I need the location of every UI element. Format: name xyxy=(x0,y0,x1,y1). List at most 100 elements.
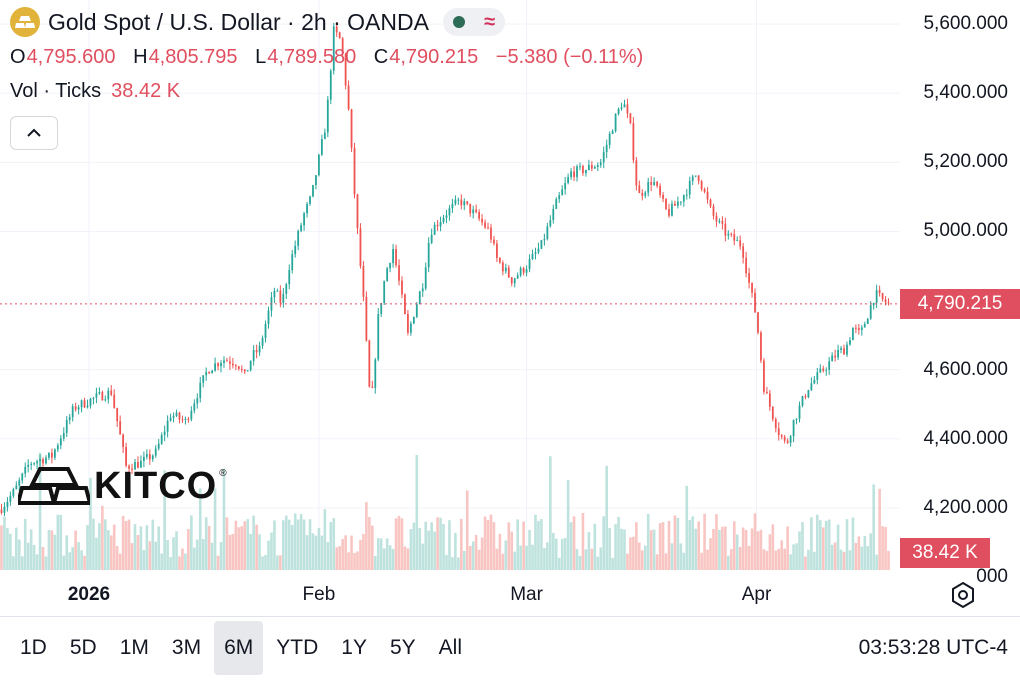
candle-body xyxy=(617,108,620,114)
volume-bar xyxy=(0,525,3,570)
range-button-ytd[interactable]: YTD xyxy=(276,636,319,659)
candle-body xyxy=(641,193,644,196)
range-button-all[interactable]: All xyxy=(438,636,462,659)
volume-bar xyxy=(118,553,122,570)
volume-bar xyxy=(234,520,238,570)
y-tick-label: 5,000.000 xyxy=(923,220,1008,242)
volume-bar xyxy=(415,455,419,570)
candle-body xyxy=(386,268,389,282)
candle-body xyxy=(12,489,15,496)
volume-bar xyxy=(780,540,784,570)
volume-bar xyxy=(673,515,677,570)
range-button-5y[interactable]: 5Y xyxy=(389,636,416,659)
candle-body xyxy=(656,181,659,186)
volume-bar xyxy=(391,548,395,570)
candle-body xyxy=(320,139,323,155)
volume-bar xyxy=(394,518,398,570)
volume-bar xyxy=(204,517,208,570)
volume-bar xyxy=(632,536,635,570)
candle-body xyxy=(546,226,549,239)
candle-body xyxy=(676,201,679,206)
volume-bar xyxy=(827,519,831,570)
volume-bar xyxy=(225,517,229,570)
volume-bar xyxy=(824,520,828,570)
candle-body xyxy=(33,463,36,465)
candle-body xyxy=(718,220,721,222)
time-range-bar: 1D 5D 1M 3M 6M YTD 1Y 5Y All xyxy=(10,620,475,676)
low-value: 4,789.580 xyxy=(267,46,357,68)
candle-body xyxy=(211,370,214,374)
volume-bar xyxy=(136,535,140,570)
candle-body xyxy=(478,212,481,219)
volume-bar xyxy=(489,514,493,570)
range-button-3m[interactable]: 3M xyxy=(171,636,202,659)
clock-readout[interactable]: 03:53:28 UTC-4 xyxy=(858,636,1008,659)
volume-bar xyxy=(525,545,528,570)
volume-bar xyxy=(38,452,42,570)
candle-body xyxy=(202,375,205,383)
range-button-1y[interactable]: 1Y xyxy=(341,636,367,659)
range-button-1d[interactable]: 1D xyxy=(20,636,47,659)
candle-body xyxy=(857,328,860,331)
close-label: C xyxy=(373,46,389,68)
volume-bar xyxy=(270,532,273,570)
range-button-1m[interactable]: 1M xyxy=(119,636,149,659)
symbol-title[interactable]: Gold Spot / U.S. Dollar · 2h · OANDA xyxy=(48,8,429,35)
candle-body xyxy=(825,369,828,371)
candle-body xyxy=(860,327,863,331)
volume-bar xyxy=(554,538,558,570)
volume-bar xyxy=(371,525,374,570)
registered-mark: ® xyxy=(219,468,227,479)
candle-body xyxy=(220,362,222,367)
volume-bar xyxy=(130,543,134,570)
volume-bar xyxy=(273,520,276,570)
candle-body xyxy=(522,268,525,273)
volume-bar xyxy=(326,542,330,570)
candle-body xyxy=(249,360,252,371)
candle-body xyxy=(240,368,243,370)
candle-body xyxy=(65,419,68,433)
candle-body xyxy=(30,463,33,465)
volume-bar xyxy=(807,549,810,570)
volume-bar xyxy=(20,556,24,570)
range-button-5d[interactable]: 5D xyxy=(69,636,97,659)
volume-bar xyxy=(421,543,425,570)
candle-body xyxy=(688,180,691,195)
candle-body xyxy=(881,293,884,300)
candle-body xyxy=(433,224,436,235)
candle-body xyxy=(246,370,249,372)
volume-bar xyxy=(546,542,549,570)
candle-body xyxy=(739,240,742,247)
y-tick-label: 4,400.000 xyxy=(923,427,1008,449)
candle-body xyxy=(763,360,765,392)
range-button-6m[interactable]: 6M xyxy=(214,621,264,675)
volume-bar xyxy=(629,537,632,570)
volume-bar xyxy=(786,526,789,570)
candle-body xyxy=(309,196,311,204)
volume-bar xyxy=(77,542,80,570)
volume-bar xyxy=(818,520,822,570)
candle-body xyxy=(214,363,216,371)
volume-bar xyxy=(195,539,199,570)
volume-bar xyxy=(747,545,751,570)
candle-body xyxy=(154,448,157,456)
volume-bar xyxy=(658,523,662,570)
chart-settings-icon[interactable] xyxy=(948,580,978,610)
volume-bar xyxy=(551,532,555,570)
candle-body xyxy=(140,460,142,468)
candle-body xyxy=(774,419,777,429)
volume-bar xyxy=(166,539,169,570)
candle-body xyxy=(611,131,614,134)
collapse-legend-button[interactable] xyxy=(10,116,58,150)
candle-body xyxy=(300,225,303,232)
volume-bar xyxy=(12,556,15,570)
volume-bar xyxy=(830,544,834,570)
market-status-pill[interactable]: ≈ xyxy=(442,8,505,36)
volume-bar xyxy=(560,538,564,570)
volume-bar xyxy=(246,519,250,570)
volume-bar xyxy=(735,534,739,570)
candle-body xyxy=(783,436,786,441)
volume-bar xyxy=(655,554,659,570)
candle-body xyxy=(383,281,386,303)
